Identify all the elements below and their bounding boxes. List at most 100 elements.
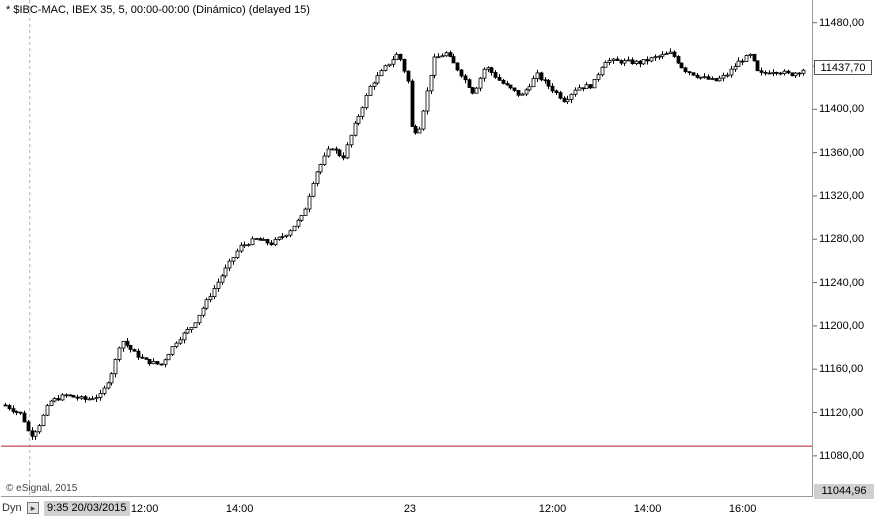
- candle-down: [406, 70, 411, 82]
- candle-up: [242, 244, 247, 247]
- candle-up: [345, 144, 350, 159]
- candle-up: [64, 394, 69, 397]
- candle-up: [394, 53, 399, 61]
- candle-up: [288, 230, 293, 236]
- candle-up: [284, 234, 289, 237]
- candle-down: [128, 345, 133, 350]
- candle-up: [170, 346, 175, 355]
- candle-up: [239, 244, 244, 252]
- candle-up: [349, 134, 354, 146]
- candle-down: [630, 59, 635, 65]
- candle-up: [113, 358, 118, 375]
- candle-up: [307, 195, 312, 210]
- candle-down: [539, 72, 544, 81]
- candle-down: [56, 398, 61, 401]
- candle-down: [615, 58, 620, 61]
- candle-up: [657, 55, 662, 58]
- candle-up: [436, 56, 441, 59]
- candle-down: [714, 78, 719, 82]
- candle-up: [372, 82, 377, 87]
- candle-up: [474, 87, 479, 94]
- candle-up: [531, 78, 536, 88]
- candle-up: [565, 99, 570, 103]
- candle-down: [706, 76, 711, 80]
- candle-up: [193, 322, 198, 328]
- price-tick-label: 11280,00: [819, 233, 865, 246]
- price-tick-label: 11240,00: [819, 276, 865, 289]
- candle-down: [334, 148, 339, 151]
- candle-up: [387, 63, 392, 67]
- candle-up: [622, 60, 627, 64]
- candle-up: [527, 86, 532, 91]
- candle-up: [649, 57, 654, 62]
- candle-up: [106, 382, 111, 389]
- baseline-price-label: 11044,96: [814, 484, 874, 499]
- price-tick-label: 11320,00: [819, 189, 865, 202]
- candle-up: [600, 66, 605, 76]
- candle-down: [778, 72, 783, 75]
- candle-up: [37, 425, 42, 433]
- candle-up: [318, 164, 323, 173]
- candle-up: [482, 68, 487, 79]
- time-axis[interactable]: [0, 497, 813, 520]
- candle-up: [102, 387, 107, 394]
- candle-up: [379, 70, 384, 77]
- scroll-toggle-icon[interactable]: ▸: [27, 502, 39, 514]
- candle-down: [14, 411, 19, 413]
- candle-up: [235, 250, 240, 258]
- candle-up: [151, 361, 156, 365]
- candle-up: [702, 76, 707, 79]
- candle-up: [364, 94, 369, 109]
- time-tick-label: 14:00: [225, 503, 254, 515]
- candle-up: [710, 78, 715, 80]
- price-tick-label: 11200,00: [819, 319, 865, 332]
- candle-up: [771, 71, 776, 74]
- candle-up: [391, 59, 396, 65]
- candle-up: [440, 55, 445, 58]
- candle-down: [155, 361, 160, 365]
- candle-up: [356, 115, 361, 124]
- candle-down: [740, 60, 745, 63]
- candle-up: [201, 307, 206, 316]
- candle-down: [140, 356, 145, 359]
- candle-up: [626, 59, 631, 62]
- candle-down: [459, 69, 464, 77]
- candle-up: [326, 148, 331, 157]
- candle-down: [337, 149, 342, 157]
- candle-down: [497, 76, 502, 81]
- candle-up: [292, 225, 297, 232]
- candle-up: [653, 56, 658, 59]
- candle-up: [668, 51, 673, 54]
- time-tick-label: 12:00: [538, 503, 567, 515]
- candle-down: [147, 358, 152, 365]
- candle-up: [98, 393, 103, 398]
- time-tick-label: 16:00: [728, 503, 757, 515]
- plot-area[interactable]: [1, 0, 813, 497]
- candle-down: [562, 97, 567, 103]
- candle-down: [3, 404, 8, 407]
- candle-up: [109, 373, 114, 384]
- candle-up: [425, 90, 430, 112]
- candle-down: [455, 62, 460, 71]
- candle-down: [258, 238, 263, 241]
- dynamic-mode-label[interactable]: Dyn: [2, 502, 22, 514]
- candle-up: [664, 53, 669, 55]
- candle-down: [136, 350, 141, 358]
- candle-down: [413, 126, 418, 134]
- candle-up: [246, 244, 251, 247]
- price-tick-label: 11160,00: [819, 363, 864, 376]
- candle-down: [505, 83, 510, 86]
- time-tick-label: 23: [403, 503, 417, 515]
- candle-up: [163, 359, 168, 365]
- candle-up: [174, 342, 179, 348]
- candle-down: [676, 56, 681, 64]
- cursor-time-label: 9:35 20/03/2015: [44, 501, 130, 516]
- candle-up: [717, 77, 722, 82]
- price-tick-label: 11360,00: [819, 146, 865, 159]
- candle-down: [132, 349, 137, 352]
- price-tick-label: 11480,00: [819, 16, 865, 29]
- candle-up: [189, 326, 194, 330]
- candle-up: [277, 236, 282, 240]
- candle-up: [79, 396, 84, 399]
